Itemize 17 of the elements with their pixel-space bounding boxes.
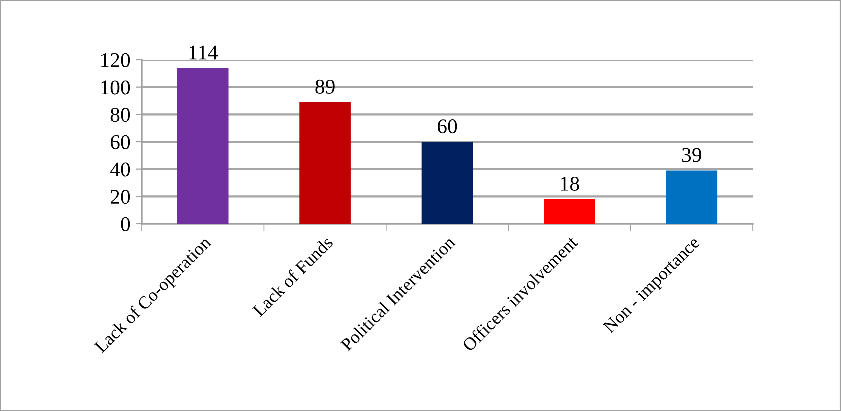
data-label: 89 (316, 80, 335, 94)
bar (666, 170, 718, 224)
y-tick-label: 0 (121, 217, 130, 232)
y-tick-label: 80 (110, 108, 130, 122)
y-tick-label: 60 (110, 135, 130, 150)
bar (422, 142, 474, 224)
bar (177, 68, 229, 224)
bar (300, 102, 351, 224)
y-tick-label: 100 (101, 80, 130, 95)
y-tick-label: 120 (101, 53, 130, 68)
y-tick-label: 40 (110, 162, 130, 177)
data-label: 114 (190, 46, 218, 60)
data-label: 18 (561, 176, 580, 191)
y-tick-label: 20 (110, 190, 130, 204)
data-label: 39 (682, 148, 702, 162)
data-label: 60 (438, 120, 458, 134)
bar (544, 199, 596, 224)
